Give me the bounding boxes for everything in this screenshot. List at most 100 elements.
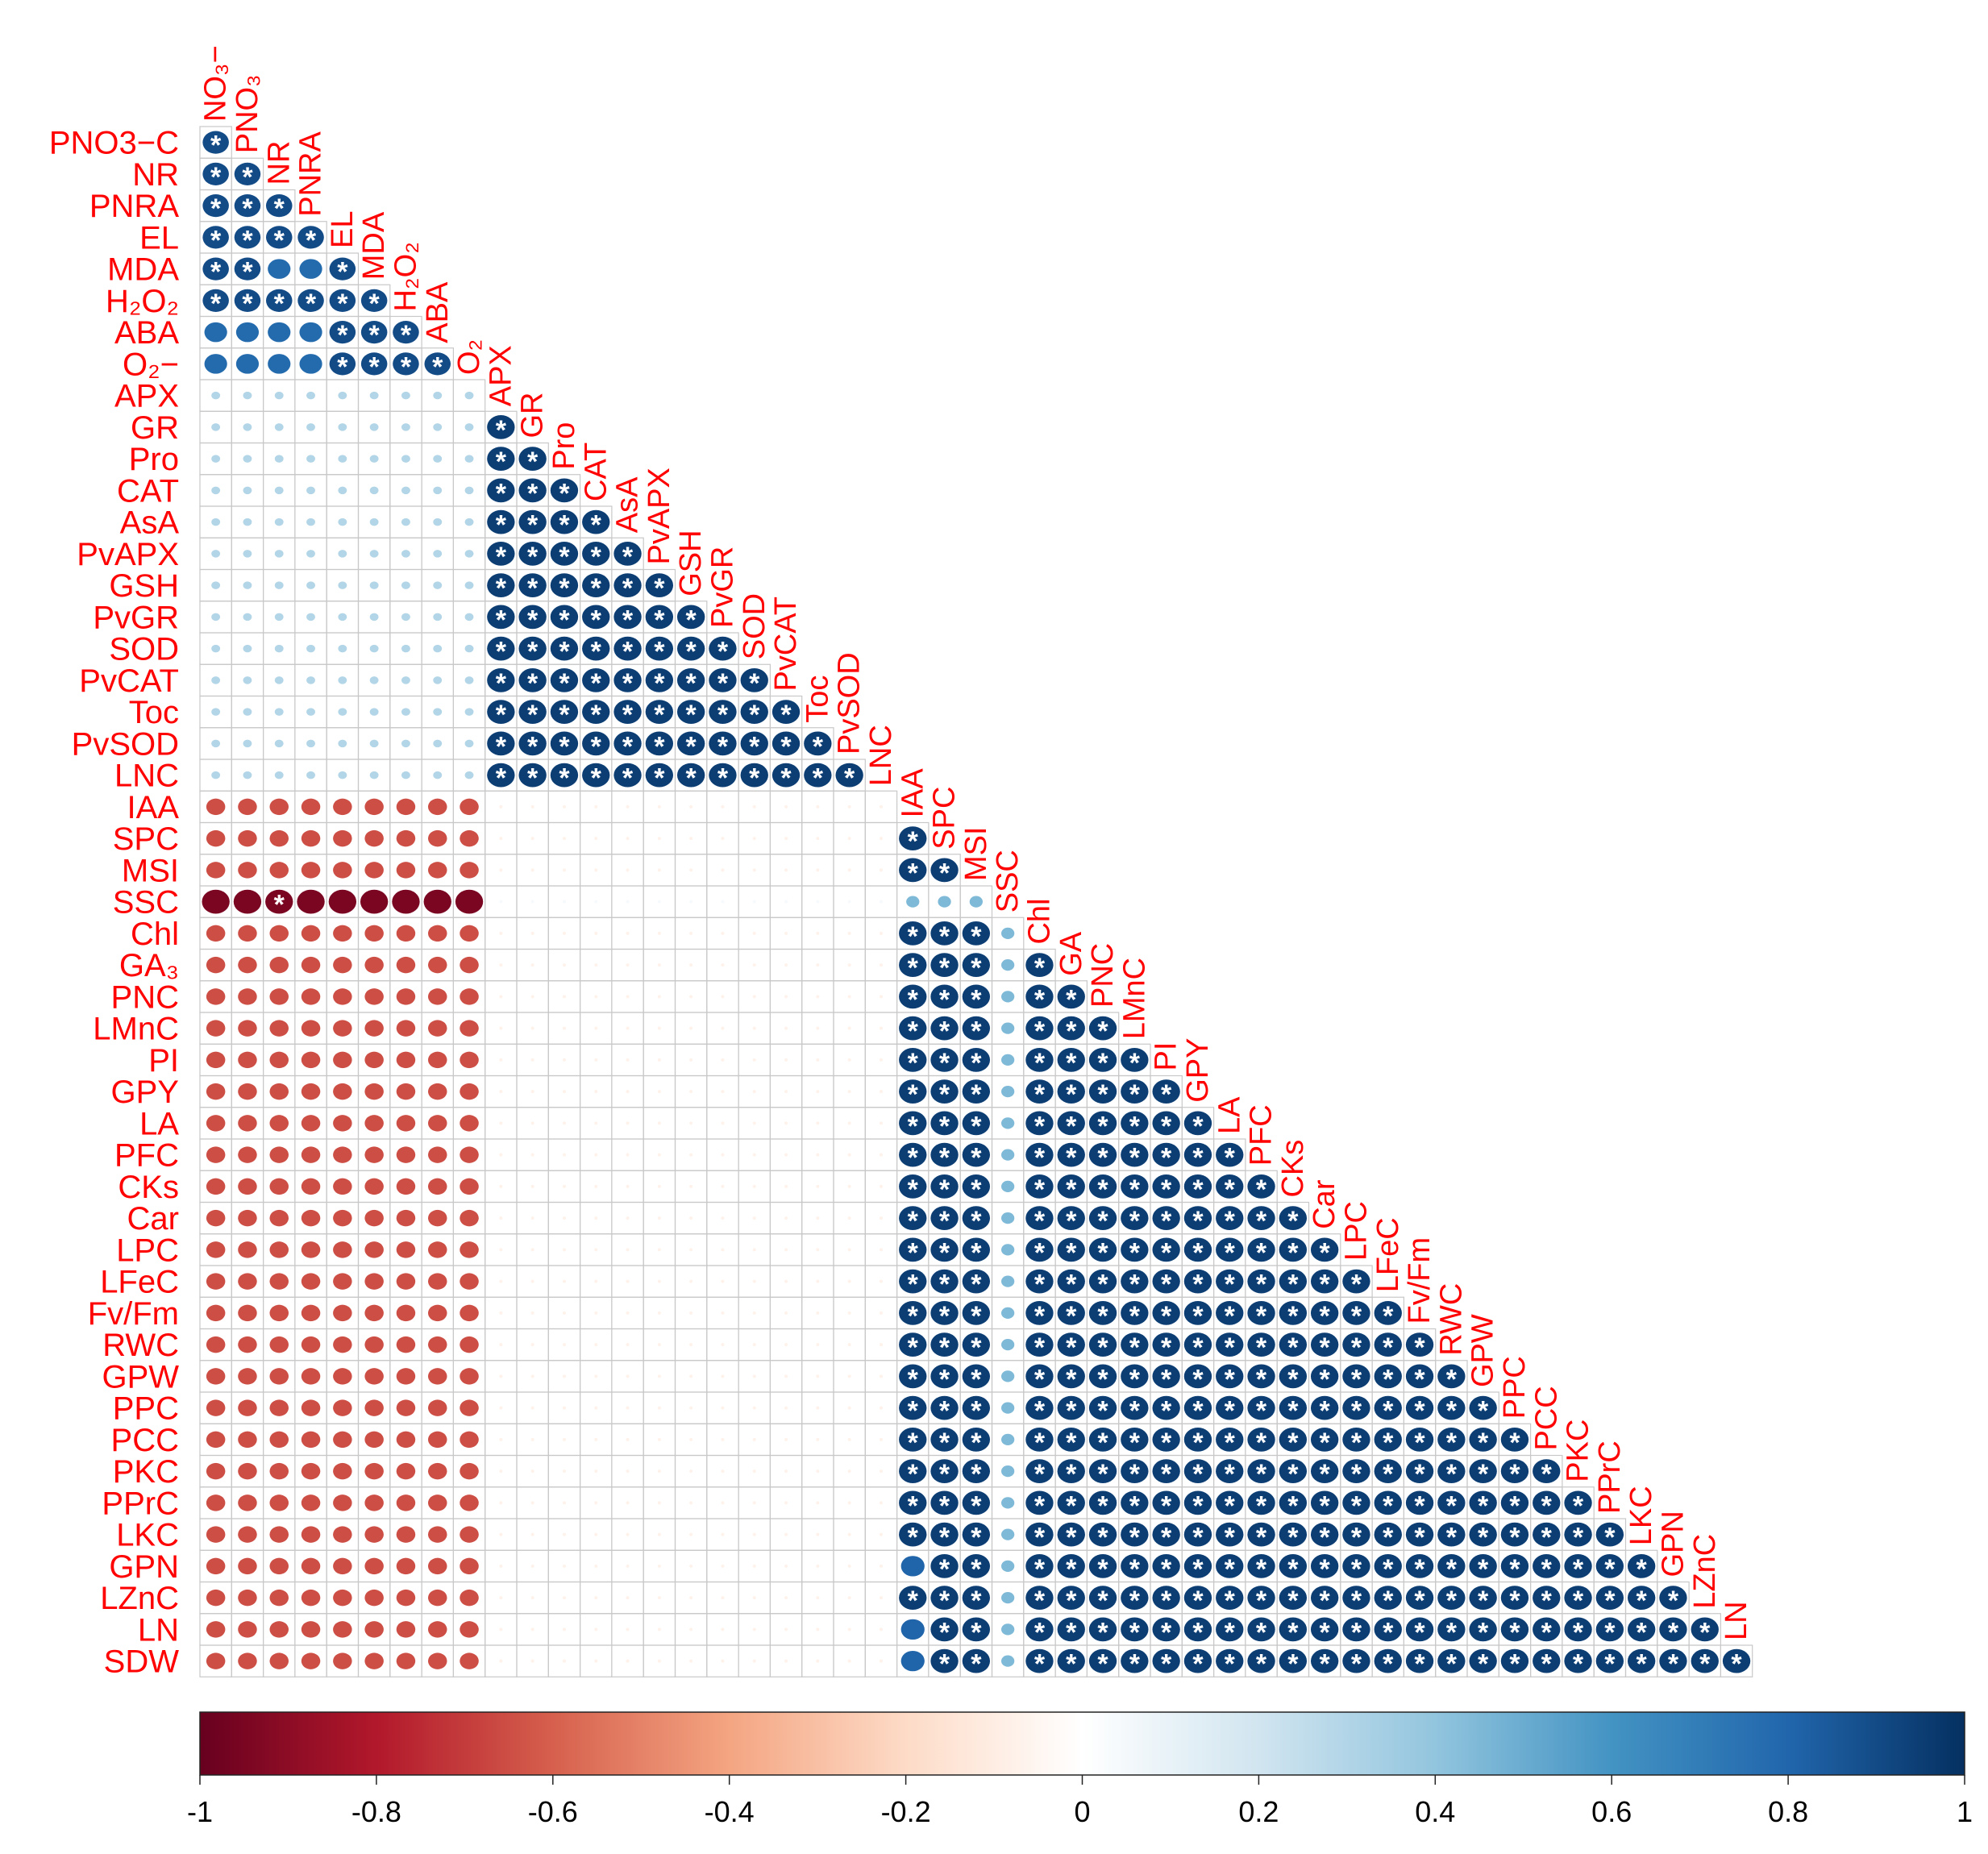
corr-mark	[816, 1026, 820, 1030]
significance-star: *	[971, 1364, 982, 1395]
significance-star: *	[306, 225, 317, 256]
significance-star: *	[1287, 1459, 1299, 1490]
significance-star: *	[1351, 1554, 1362, 1585]
corr-mark	[1216, 1395, 1244, 1420]
significance-star: *	[654, 763, 665, 794]
significance-star: *	[908, 1079, 919, 1110]
corr-mark	[238, 862, 257, 879]
significance-star: *	[559, 637, 570, 667]
corr-mark	[816, 1564, 820, 1568]
corr-mark	[1595, 1553, 1624, 1578]
corr-mark	[460, 1115, 479, 1132]
corr-mark	[676, 667, 705, 692]
corr-mark	[427, 1241, 447, 1258]
corr-mark	[1001, 1339, 1015, 1351]
column-label: SSC	[991, 850, 1025, 912]
corr-mark	[269, 1557, 289, 1575]
corr-mark	[1088, 1617, 1117, 1642]
corr-mark	[626, 1627, 630, 1632]
significance-star: *	[939, 1523, 950, 1553]
corr-mark	[613, 541, 642, 566]
corr-mark	[401, 708, 410, 716]
significance-star: *	[1192, 1490, 1204, 1521]
significance-star: *	[1192, 1554, 1204, 1585]
corr-mark	[847, 1374, 851, 1378]
corr-mark	[499, 995, 503, 999]
corr-mark	[626, 1279, 630, 1283]
corr-mark	[1057, 1300, 1085, 1325]
corr-mark	[243, 391, 252, 400]
significance-star: *	[1129, 1428, 1141, 1458]
corr-mark	[333, 1652, 352, 1669]
corr-mark	[238, 1241, 257, 1258]
corr-mark	[206, 829, 226, 847]
corr-mark	[657, 931, 661, 935]
corr-mark	[269, 988, 289, 1005]
corr-mark	[1405, 1648, 1434, 1673]
corr-mark	[1437, 1459, 1466, 1484]
corr-mark	[930, 1617, 959, 1642]
corr-mark	[265, 889, 293, 914]
corr-mark	[1025, 1395, 1054, 1420]
significance-star: *	[1034, 1174, 1046, 1205]
corr-mark	[306, 391, 315, 400]
significance-star: *	[939, 1649, 950, 1680]
corr-mark	[550, 700, 579, 725]
significance-star: *	[939, 1490, 950, 1521]
corr-mark	[721, 1374, 725, 1378]
corr-mark	[427, 1146, 447, 1163]
corr-mark	[1152, 1206, 1180, 1231]
corr-mark	[364, 1241, 384, 1258]
corr-mark	[1247, 1427, 1275, 1452]
corr-mark	[721, 900, 725, 904]
corr-mark	[1088, 1522, 1117, 1547]
significance-star: *	[971, 1649, 982, 1680]
column-label: CAT	[579, 443, 613, 501]
corr-mark	[626, 900, 630, 904]
significance-star: *	[1034, 1016, 1046, 1047]
corr-mark	[396, 798, 416, 816]
column-label: GR	[516, 393, 550, 439]
corr-mark	[1152, 1427, 1180, 1452]
corr-mark	[930, 1174, 959, 1199]
corr-mark	[752, 995, 756, 999]
significance-star: *	[1161, 1428, 1172, 1458]
row-label: PvGR	[93, 600, 179, 635]
corr-mark	[1088, 1364, 1117, 1389]
corr-mark	[1533, 1617, 1561, 1642]
corr-mark	[301, 1146, 321, 1163]
corr-mark	[594, 1026, 598, 1030]
corr-mark	[1564, 1490, 1592, 1515]
corr-mark	[499, 1026, 503, 1030]
corr-mark	[364, 1494, 384, 1511]
significance-star: *	[939, 1237, 950, 1268]
corr-mark	[269, 1241, 289, 1258]
corr-mark	[530, 1184, 534, 1188]
corr-mark	[879, 995, 883, 999]
corr-mark	[1088, 1047, 1117, 1072]
corr-mark	[1564, 1553, 1592, 1578]
corr-mark	[427, 1557, 447, 1575]
corr-mark	[1310, 1332, 1339, 1357]
corr-mark	[396, 925, 416, 942]
significance-star: *	[1446, 1586, 1458, 1616]
corr-mark	[234, 257, 261, 281]
column-label: LZnC	[1688, 1534, 1722, 1609]
corr-mark	[1500, 1459, 1529, 1484]
corr-mark	[364, 1462, 384, 1480]
significance-star: *	[622, 700, 634, 730]
corr-mark	[487, 700, 515, 725]
corr-mark	[879, 1564, 883, 1568]
corr-mark	[499, 1216, 503, 1220]
corr-mark	[879, 1659, 883, 1663]
corr-mark	[206, 1209, 226, 1227]
corr-mark	[274, 455, 284, 463]
corr-mark	[1437, 1586, 1466, 1611]
corr-mark	[1088, 1269, 1117, 1294]
corr-mark	[364, 1526, 384, 1543]
corr-mark	[243, 486, 252, 495]
corr-mark	[816, 1406, 820, 1410]
corr-mark	[847, 1532, 851, 1536]
significance-star: *	[496, 637, 507, 667]
significance-star: *	[1383, 1428, 1394, 1458]
